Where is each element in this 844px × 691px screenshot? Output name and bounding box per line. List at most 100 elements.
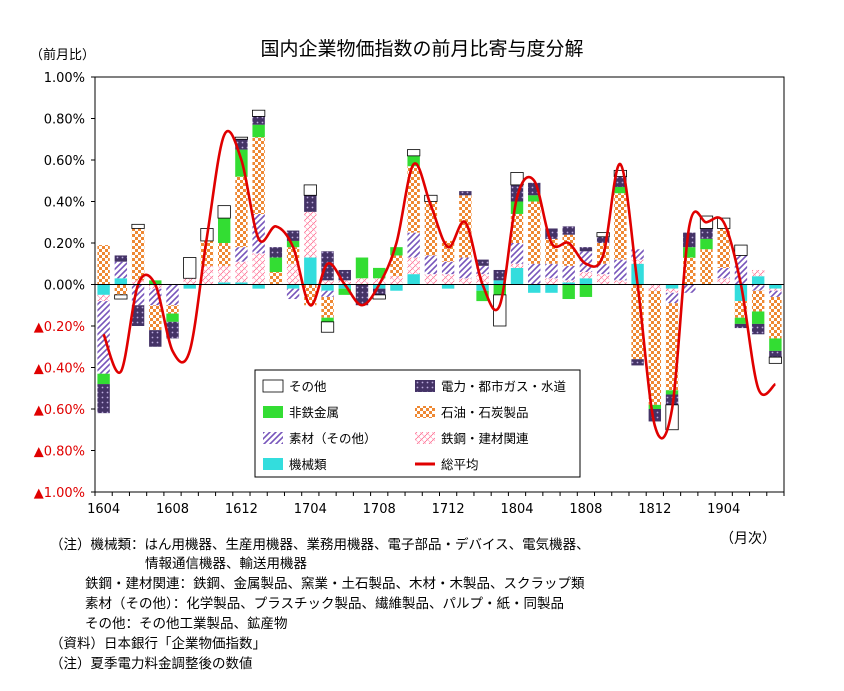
bar-segment-steel (751, 269, 765, 277)
y-axis-unit-label: （前月比） (30, 48, 96, 63)
bar-segment-materials (286, 288, 300, 300)
bar-segment-machinery (183, 284, 196, 289)
bar-segment-steel (355, 278, 369, 285)
legend-label-other: その他 (289, 379, 327, 394)
bar-segment-petroleum (217, 243, 231, 266)
bar-segment-steel (183, 278, 196, 285)
x-tick-label: 1712 (432, 502, 465, 517)
bar-segment-nonferrous (390, 247, 403, 256)
bar-segment-steel (579, 272, 593, 279)
bar-segment-other (407, 149, 421, 157)
bar-segment-machinery (493, 280, 506, 285)
note-summer-adjustment: （注）夏季電力料金調整後の数値 (50, 656, 253, 672)
bar-segment-steel (97, 294, 110, 302)
bar-segment-petroleum (700, 249, 713, 285)
bar-segment-other (424, 194, 438, 202)
bar-segment-other (613, 169, 627, 177)
note-other: その他：その他工業製品、鉱産物 (85, 616, 288, 632)
bar-segment-machinery (769, 284, 782, 289)
bar-segment-utilities (579, 247, 593, 252)
bar-segment-nonferrous (476, 290, 489, 302)
bar-segment-utilities (700, 228, 713, 239)
bar-segment-steel (631, 259, 644, 264)
x-tick-label: 1604 (87, 502, 120, 517)
bar-segment-machinery (390, 284, 403, 291)
bar-segment-petroleum (407, 166, 420, 233)
bar-segment-nonferrous (579, 284, 593, 297)
bar-segment-materials (734, 255, 748, 285)
legend-swatch-machinery (263, 458, 283, 470)
bar-segment-machinery (286, 284, 300, 289)
legend-label-steel: 鉄鋼・建材関連 (441, 431, 529, 446)
bar-segment-utilities (321, 251, 334, 281)
y-tick-label: 0.20% (44, 237, 85, 252)
note-source: （資料）日本銀行「企業物価指数」 (50, 636, 266, 652)
bar-segment-utilities (562, 226, 575, 235)
bar-segment-nonferrous (97, 373, 110, 385)
bar-segment-utilities (286, 230, 300, 241)
bar-segment-steel (217, 265, 231, 283)
bar-segment-other (131, 223, 145, 229)
bar-segment-steel (614, 280, 627, 285)
bar-segment-steel (441, 274, 455, 285)
y-tick-label: ▲0.20% (34, 320, 85, 335)
bar-segment-petroleum (562, 234, 575, 266)
bar-segment-other (217, 205, 231, 219)
x-tick-label: 1704 (294, 502, 327, 517)
bar-segment-machinery (321, 284, 334, 291)
y-tick-label: ▲0.80% (34, 445, 85, 460)
note-machinery-cont: 情報通信機器、輸送用機器 (145, 556, 307, 572)
bar-segment-utilities (631, 359, 644, 366)
legend-label-nonferrous: 非鉄金属 (289, 405, 339, 420)
bar-segment-petroleum (424, 201, 438, 256)
bar-segment-petroleum (390, 255, 403, 277)
bar-segment-materials (459, 257, 472, 279)
legend-swatch-petroleum (415, 406, 435, 418)
bar-segment-steel (596, 274, 610, 285)
bar-segment-steel (476, 274, 489, 285)
x-tick-label: 1708 (363, 502, 396, 517)
bar-segment-utilities (373, 288, 386, 295)
bar-segment-steel (545, 278, 558, 285)
bar-segment-other (510, 172, 524, 186)
bar-segment-materials (717, 267, 730, 279)
bar-segment-materials (407, 232, 420, 258)
bar-segment-petroleum (459, 195, 472, 258)
legend-label-petroleum: 石油・石炭製品 (441, 405, 529, 420)
bar-segment-machinery (252, 284, 265, 289)
bar-segment-utilities (131, 305, 145, 326)
bar-segment-nonferrous (614, 186, 627, 194)
bar-segment-utilities (269, 247, 283, 258)
bar-segment-materials (528, 263, 541, 285)
bar-segment-other (768, 356, 782, 364)
bar-segment-other (303, 184, 317, 196)
bar-segment-materials (424, 255, 438, 275)
bar-segment-steel (648, 284, 662, 291)
bar-segment-petroleum (614, 193, 627, 260)
legend-label-total: 総平均 (441, 457, 479, 472)
bar-segment-other (234, 136, 249, 140)
bar-segment-machinery (562, 282, 575, 285)
bar-segment-nonferrous (269, 257, 283, 273)
bar-segment-utilities (476, 259, 489, 266)
bar-segment-utilities (235, 139, 248, 150)
bar-segment-materials (751, 284, 765, 291)
x-tick-label: 1904 (707, 502, 740, 517)
x-tick-label: 1808 (569, 502, 602, 517)
bar-segment-materials (166, 284, 179, 306)
bar-segment-nonferrous (751, 311, 765, 324)
bar-segment-petroleum (528, 201, 541, 264)
bar-segment-other (252, 109, 266, 117)
bar-segment-utilities (97, 384, 110, 414)
x-axis-unit-label: （月次） (720, 531, 776, 547)
bar-segment-machinery (545, 284, 558, 293)
bar-segment-utilities (459, 191, 472, 196)
bar-segment-nonferrous (665, 390, 679, 395)
bar-segment-steel (252, 253, 265, 285)
chart-title: 国内企業物価指数の前月比寄与度分解 (260, 38, 584, 60)
bar-segment-nonferrous (166, 313, 179, 322)
bar-segment-petroleum (269, 272, 283, 285)
bar-segment-materials (476, 265, 489, 275)
bar-segment-petroleum (751, 290, 765, 312)
bar-segment-petroleum (114, 284, 128, 295)
